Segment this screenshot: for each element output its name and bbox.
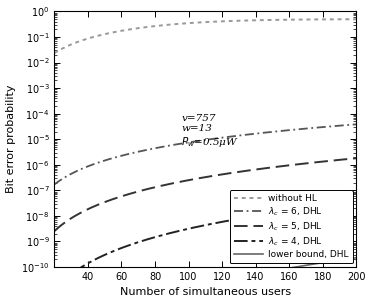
X-axis label: Number of simultaneous users: Number of simultaneous users [120, 288, 291, 298]
Y-axis label: Bit error probability: Bit error probability [6, 85, 16, 194]
Legend: without HL, $\lambda_c$ = 6, DHL, $\lambda_c$ = 5, DHL, $\lambda_c$ = 4, DHL, lo: without HL, $\lambda_c$ = 6, DHL, $\lamb… [230, 190, 352, 263]
Text: v=757
w=13
$P_w$=0.5μW: v=757 w=13 $P_w$=0.5μW [181, 114, 239, 149]
